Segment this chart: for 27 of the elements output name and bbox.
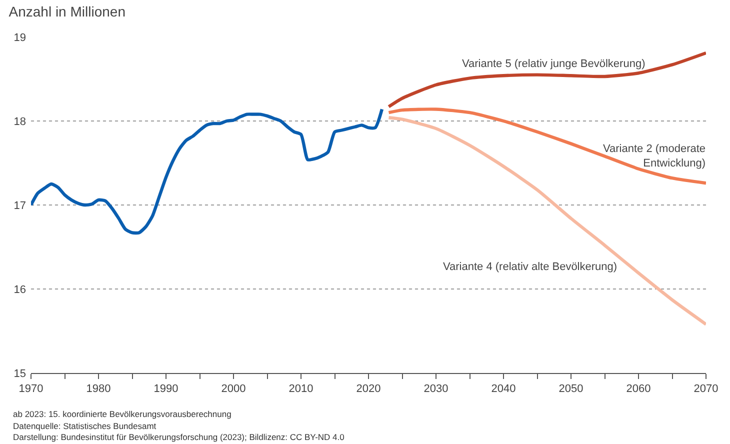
y-tick-label: 15	[14, 368, 26, 380]
line-series	[387, 108, 706, 185]
y-tick-label: 16	[14, 284, 26, 296]
y-tick-label: 17	[14, 200, 26, 212]
text: Darstellung: Bundesinstitut für Bevölkerungsforschung (2023); Bildlizenz: CC BY-ND 4.0	[13, 432, 345, 442]
x-tick-label: 2040	[491, 383, 516, 396]
y-tick-label: 18	[14, 116, 26, 128]
x-tick-label: 2000	[221, 383, 246, 396]
series-label: Variante 2 (moderate Entwicklung)	[603, 143, 706, 170]
x-tick-label: 2070	[694, 383, 718, 396]
x-tick-label: 2030	[424, 383, 448, 396]
line-series	[31, 108, 384, 235]
x-tick-label: 1970	[18, 383, 44, 396]
x-tick-label: 2060	[626, 383, 651, 396]
y-tick-label: 19	[14, 32, 26, 44]
x-tick-label: 1980	[86, 383, 111, 396]
x-tick-label: 2020	[356, 383, 381, 396]
line-series	[387, 116, 706, 326]
text: ab 2023: 15. koordinierte Bevölkerungsvorausberechnung	[13, 409, 232, 419]
x-tick-label: 2050	[558, 383, 584, 396]
line-series	[387, 51, 706, 108]
y-axis-title: Anzahl in Millionen	[8, 3, 126, 20]
x-tick-label: 1990	[154, 383, 178, 396]
text: Datenquelle: Statistisches Bundesamt	[13, 421, 157, 431]
series-label: Variante 4 (relativ alte Bevölkerung)	[443, 261, 618, 273]
series-label: Variante 5 (relativ junge Bevölkerung)	[462, 58, 646, 70]
x-tick-label: 2010	[288, 383, 314, 396]
